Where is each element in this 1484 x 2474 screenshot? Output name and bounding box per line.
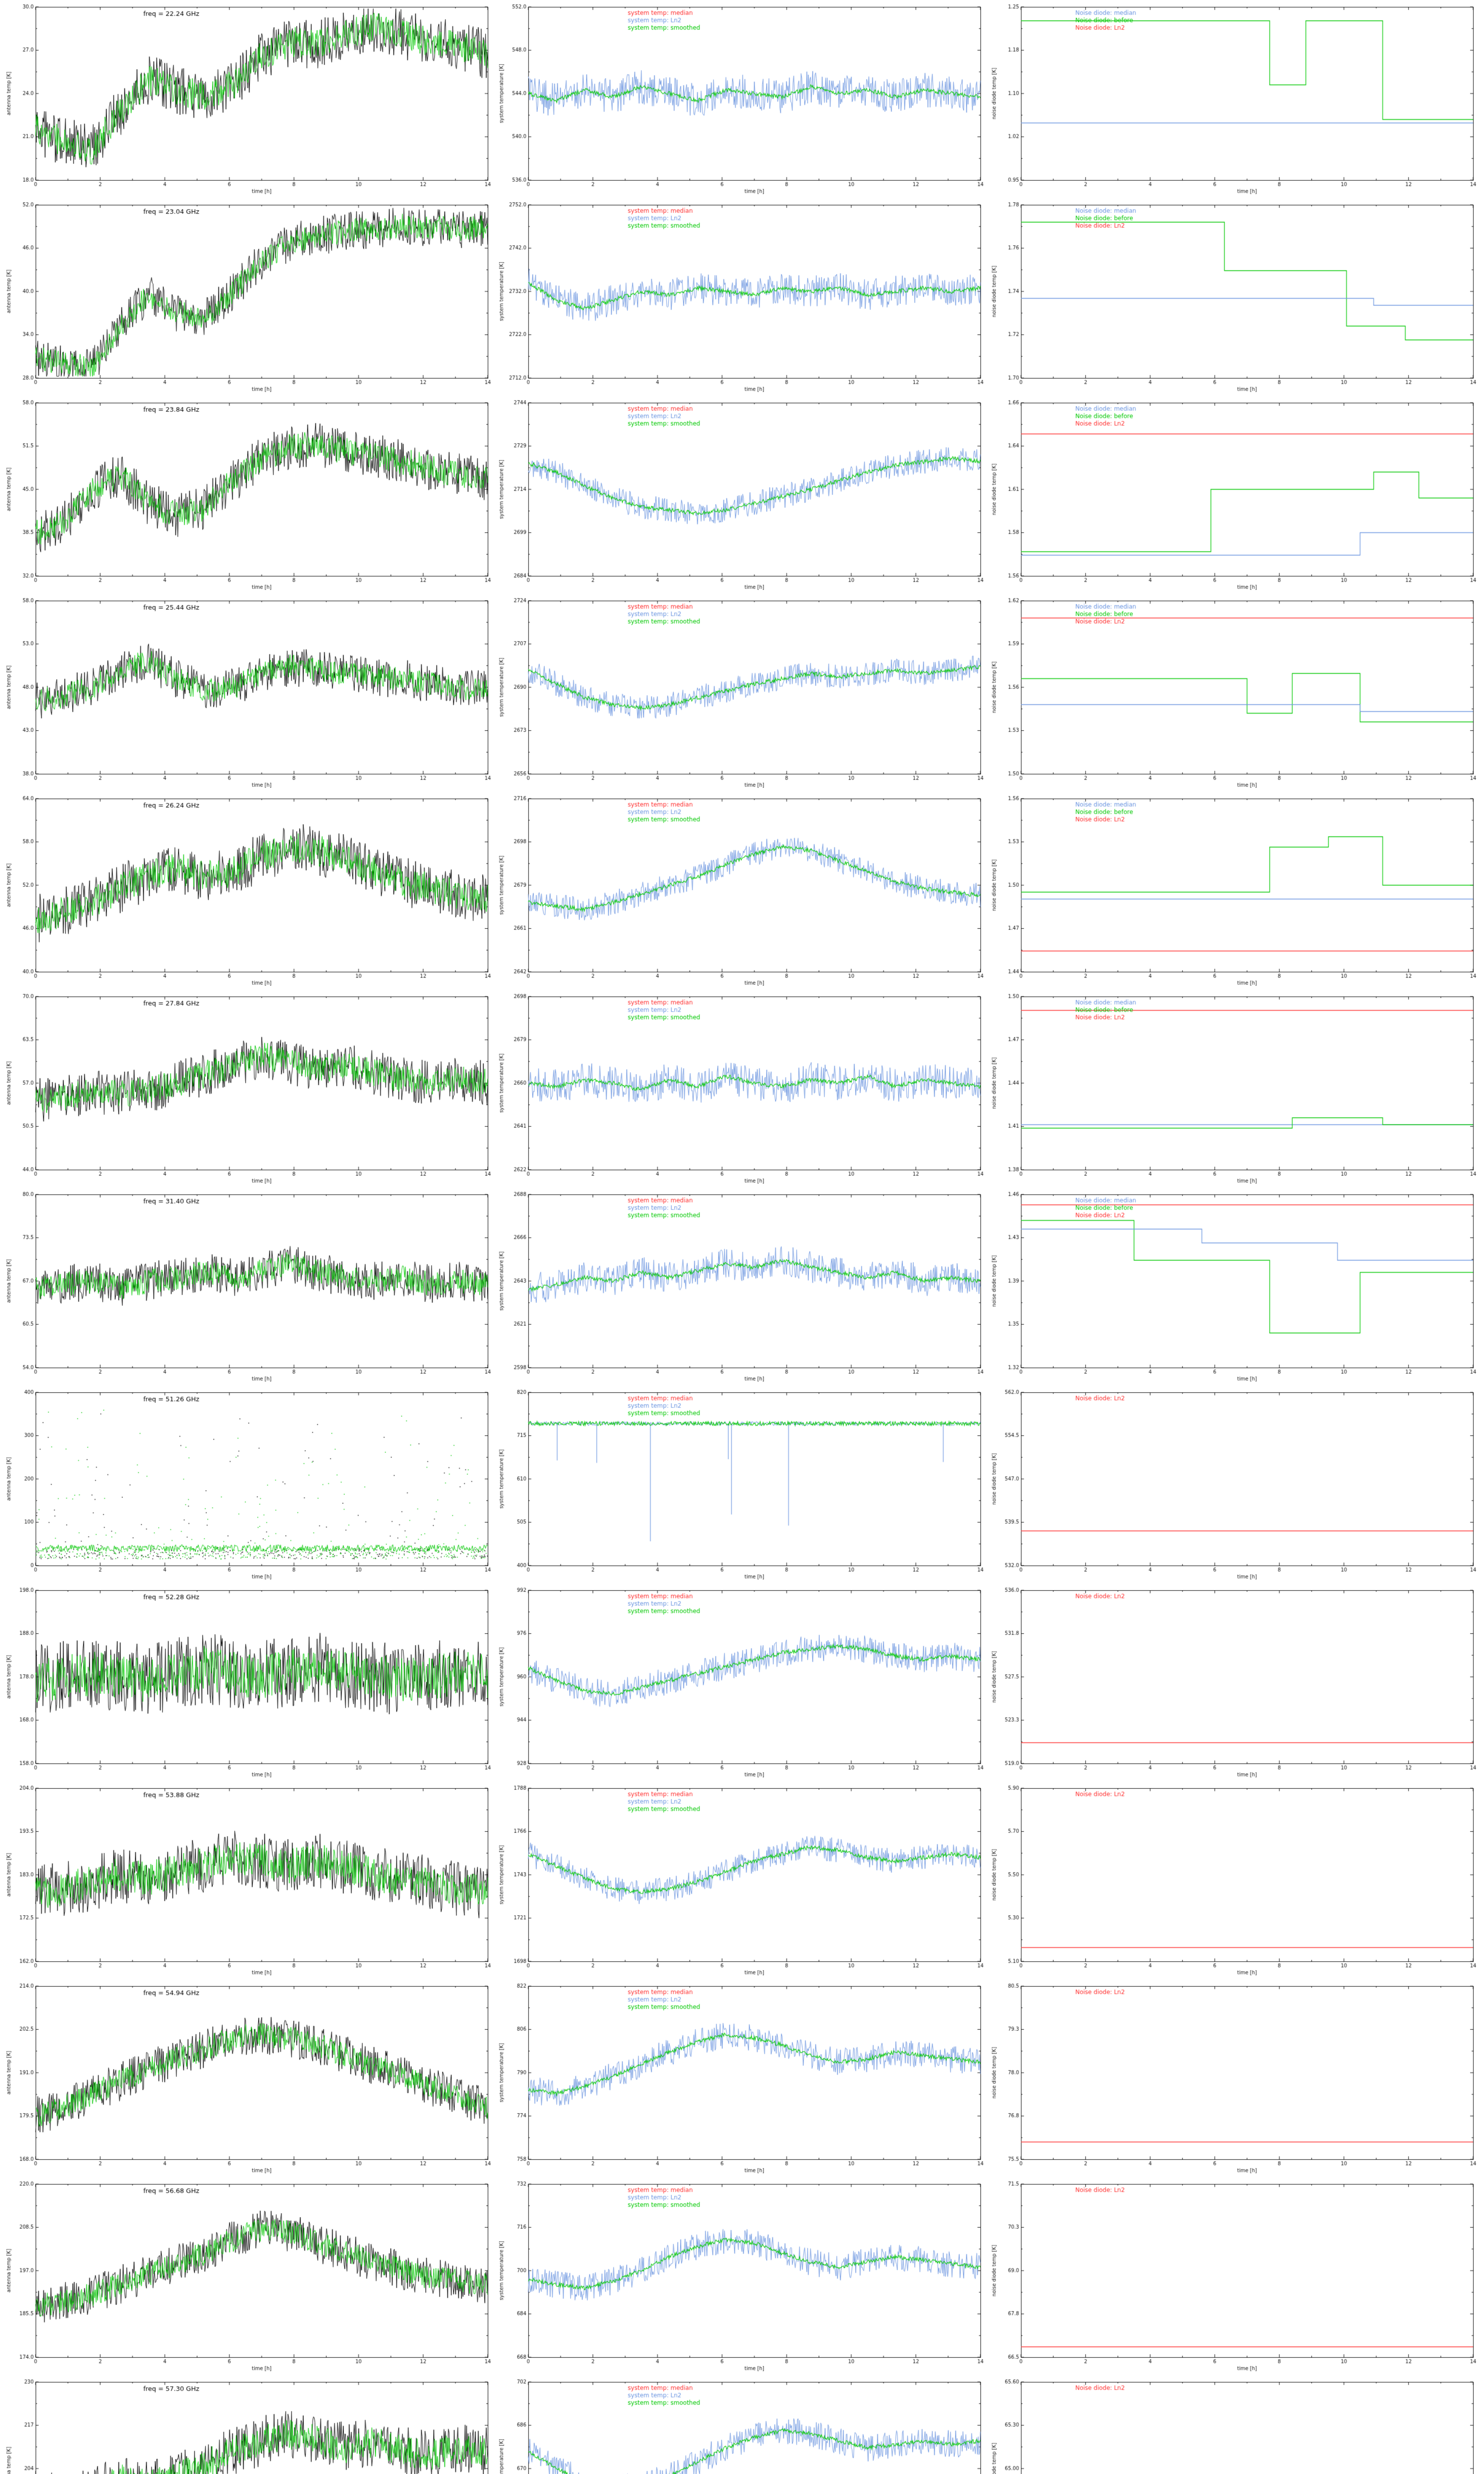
noise-diode-panel-9 bbox=[990, 1586, 1478, 1778]
noise-diode-panel-13 bbox=[990, 2378, 1478, 2474]
antenna-temp-panel-13 bbox=[5, 2378, 493, 2474]
noise-diode-panel-12 bbox=[990, 2180, 1478, 2372]
noise-diode-panel-5 bbox=[990, 795, 1478, 987]
plot-row-11 bbox=[5, 1982, 1479, 2180]
noise-diode-panel-6 bbox=[990, 993, 1478, 1185]
noise-diode-panel-4 bbox=[990, 597, 1478, 789]
plot-row-1 bbox=[5, 3, 1479, 201]
noise-diode-panel-2 bbox=[990, 201, 1478, 393]
antenna-temp-panel-1 bbox=[5, 3, 493, 195]
noise-diode-panel-8 bbox=[990, 1388, 1478, 1580]
antenna-temp-panel-10 bbox=[5, 1784, 493, 1976]
plot-row-9 bbox=[5, 1586, 1479, 1784]
antenna-temp-panel-11 bbox=[5, 1982, 493, 2174]
system-temp-panel-6 bbox=[498, 993, 985, 1185]
antenna-temp-panel-2 bbox=[5, 201, 493, 393]
plot-row-8 bbox=[5, 1388, 1479, 1586]
system-temp-panel-9 bbox=[498, 1586, 985, 1778]
system-temp-panel-2 bbox=[498, 201, 985, 393]
system-temp-panel-1 bbox=[498, 3, 985, 195]
antenna-temp-panel-6 bbox=[5, 993, 493, 1185]
antenna-temp-panel-3 bbox=[5, 399, 493, 591]
noise-diode-panel-11 bbox=[990, 1982, 1478, 2174]
system-temp-panel-7 bbox=[498, 1190, 985, 1382]
antenna-temp-panel-8 bbox=[5, 1388, 493, 1580]
antenna-temp-panel-7 bbox=[5, 1190, 493, 1382]
system-temp-panel-4 bbox=[498, 597, 985, 789]
system-temp-panel-10 bbox=[498, 1784, 985, 1976]
system-temp-panel-8 bbox=[498, 1388, 985, 1580]
noise-diode-panel-7 bbox=[990, 1190, 1478, 1382]
plot-row-10 bbox=[5, 1784, 1479, 1982]
antenna-temp-panel-12 bbox=[5, 2180, 493, 2372]
antenna-temp-panel-5 bbox=[5, 795, 493, 987]
noise-diode-panel-10 bbox=[990, 1784, 1478, 1976]
system-temp-panel-3 bbox=[498, 399, 985, 591]
plot-row-4 bbox=[5, 597, 1479, 795]
plot-row-2 bbox=[5, 201, 1479, 399]
plot-row-6 bbox=[5, 993, 1479, 1190]
system-temp-panel-13 bbox=[498, 2378, 985, 2474]
noise-diode-panel-1 bbox=[990, 3, 1478, 195]
plot-row-7 bbox=[5, 1190, 1479, 1388]
antenna-temp-panel-9 bbox=[5, 1586, 493, 1778]
noise-diode-panel-3 bbox=[990, 399, 1478, 591]
antenna-temp-panel-4 bbox=[5, 597, 493, 789]
system-temp-panel-11 bbox=[498, 1982, 985, 2174]
plot-row-3 bbox=[5, 399, 1479, 597]
system-temp-panel-5 bbox=[498, 795, 985, 987]
plot-row-12 bbox=[5, 2180, 1479, 2378]
plot-row-13 bbox=[5, 2378, 1479, 2474]
system-temp-panel-12 bbox=[498, 2180, 985, 2372]
plot-row-5 bbox=[5, 795, 1479, 993]
